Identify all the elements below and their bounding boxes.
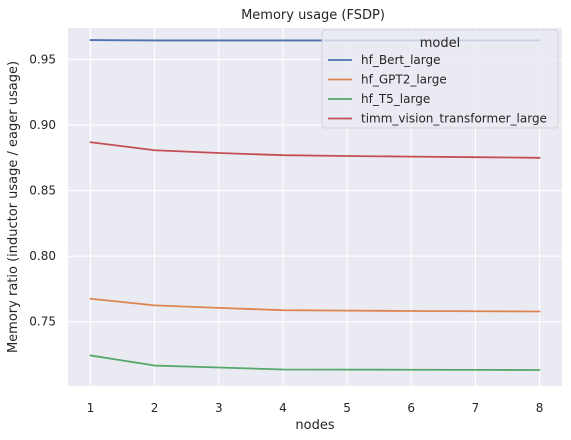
legend-title: model — [420, 36, 460, 51]
x-tick-labels: 1 2 3 4 5 6 7 8 — [87, 401, 544, 415]
y-tick-labels: 0.75 0.80 0.85 0.90 0.95 — [29, 52, 56, 328]
x-tick-label: 4 — [279, 401, 287, 415]
series-line-hf-gpt2-large — [89, 297, 541, 313]
legend-entry: hf_GPT2_large — [361, 73, 447, 87]
y-tick-label: 0.90 — [29, 118, 56, 132]
chart-title: Memory usage (FSDP) — [241, 8, 385, 23]
series-line-hf-t5-large — [89, 354, 541, 371]
y-tick-label: 0.95 — [29, 52, 56, 66]
legend: model hf_Bert_large hf_GPT2_large hf_T5_la… — [321, 29, 559, 129]
legend-entry: hf_Bert_large — [361, 53, 441, 67]
x-tick-label: 5 — [343, 401, 351, 415]
x-tick-label: 8 — [536, 401, 544, 415]
legend-box — [321, 29, 559, 129]
y-tick-label: 0.80 — [29, 249, 56, 263]
x-tick-label: 2 — [151, 401, 159, 415]
series-line-timm-vision-transformer-large — [89, 141, 541, 159]
legend-entry: timm_vision_transformer_large — [361, 112, 547, 126]
y-tick-label: 0.75 — [29, 315, 56, 329]
x-tick-label: 7 — [472, 401, 480, 415]
x-tick-label: 3 — [215, 401, 223, 415]
y-axis-label: Memory ratio (inductor usage / eager usa… — [6, 61, 21, 353]
y-tick-label: 0.85 — [29, 184, 56, 198]
x-tick-label: 1 — [87, 401, 95, 415]
legend-entry: hf_T5_large — [361, 92, 430, 106]
x-axis-label: nodes — [295, 418, 334, 433]
x-tick-label: 6 — [407, 401, 415, 415]
